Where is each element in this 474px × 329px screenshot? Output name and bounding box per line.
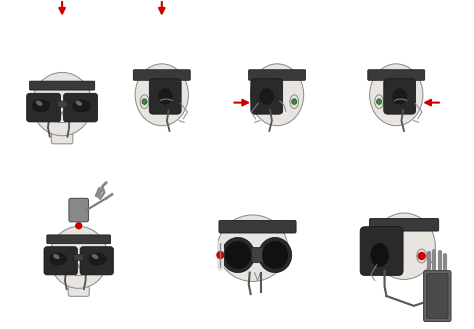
FancyBboxPatch shape — [68, 275, 89, 296]
FancyBboxPatch shape — [29, 81, 95, 90]
Ellipse shape — [427, 272, 448, 309]
Ellipse shape — [49, 253, 67, 265]
Ellipse shape — [225, 241, 251, 269]
Ellipse shape — [32, 100, 50, 112]
Ellipse shape — [292, 99, 297, 104]
Ellipse shape — [263, 241, 288, 269]
Ellipse shape — [250, 64, 304, 126]
FancyBboxPatch shape — [248, 70, 306, 80]
Ellipse shape — [292, 98, 296, 105]
Ellipse shape — [417, 249, 427, 263]
Ellipse shape — [158, 89, 172, 104]
FancyBboxPatch shape — [27, 93, 61, 122]
Ellipse shape — [371, 243, 389, 267]
Ellipse shape — [92, 254, 98, 259]
Ellipse shape — [221, 238, 255, 273]
FancyBboxPatch shape — [251, 79, 283, 114]
FancyBboxPatch shape — [384, 79, 416, 114]
FancyBboxPatch shape — [427, 274, 448, 318]
Ellipse shape — [135, 64, 189, 126]
Ellipse shape — [376, 99, 382, 104]
Ellipse shape — [377, 98, 381, 105]
FancyBboxPatch shape — [74, 254, 83, 261]
Ellipse shape — [105, 254, 113, 266]
Circle shape — [217, 252, 224, 259]
FancyBboxPatch shape — [360, 227, 403, 276]
Ellipse shape — [142, 99, 147, 104]
Ellipse shape — [75, 101, 82, 106]
Ellipse shape — [27, 101, 35, 113]
Circle shape — [76, 223, 82, 229]
FancyBboxPatch shape — [47, 235, 110, 244]
FancyBboxPatch shape — [149, 79, 181, 114]
Ellipse shape — [32, 72, 92, 136]
FancyBboxPatch shape — [369, 218, 439, 231]
Circle shape — [418, 253, 425, 260]
FancyBboxPatch shape — [51, 122, 73, 144]
FancyBboxPatch shape — [252, 247, 264, 263]
Ellipse shape — [258, 238, 292, 273]
FancyBboxPatch shape — [69, 198, 89, 222]
FancyBboxPatch shape — [64, 93, 98, 122]
Ellipse shape — [53, 254, 60, 259]
Ellipse shape — [89, 253, 106, 265]
Ellipse shape — [142, 98, 147, 105]
Ellipse shape — [375, 95, 383, 109]
Ellipse shape — [419, 253, 424, 260]
Ellipse shape — [373, 213, 435, 279]
Ellipse shape — [73, 100, 90, 112]
FancyBboxPatch shape — [44, 247, 77, 275]
Ellipse shape — [49, 226, 108, 288]
FancyBboxPatch shape — [424, 271, 451, 321]
Ellipse shape — [260, 89, 273, 104]
Ellipse shape — [45, 254, 53, 266]
FancyBboxPatch shape — [133, 70, 190, 80]
FancyBboxPatch shape — [368, 70, 425, 80]
FancyBboxPatch shape — [57, 101, 67, 107]
FancyBboxPatch shape — [80, 247, 113, 275]
Ellipse shape — [36, 101, 43, 106]
Ellipse shape — [218, 215, 288, 281]
Ellipse shape — [370, 64, 423, 126]
Ellipse shape — [140, 95, 149, 109]
FancyBboxPatch shape — [219, 220, 296, 233]
Ellipse shape — [290, 95, 299, 109]
Ellipse shape — [89, 101, 97, 113]
Ellipse shape — [393, 89, 407, 104]
